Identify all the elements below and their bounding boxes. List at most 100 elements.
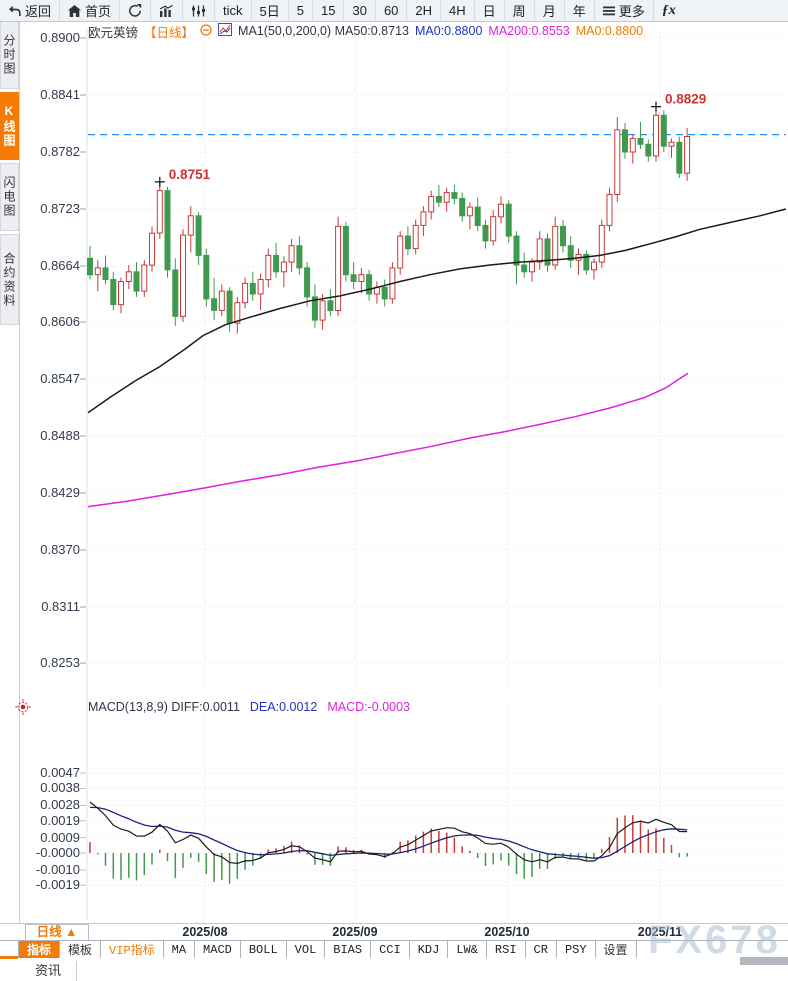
price-axis-label: 0.8488 — [40, 428, 80, 444]
mini-chart-icon[interactable] — [218, 23, 233, 39]
news-bar: 资讯 — [0, 956, 788, 981]
macd-axis-label: -0.0000 — [35, 845, 80, 860]
ma200-label: MA200:0.8553 — [488, 24, 570, 38]
tab-vol[interactable]: VOL — [287, 941, 326, 958]
tab-ma[interactable]: MA — [164, 941, 196, 958]
toolbar-period-5-label: 5 — [296, 3, 304, 18]
tab-kdj[interactable]: KDJ — [410, 941, 449, 958]
toolbar-more-label: 更多 — [618, 4, 645, 19]
ma0-orange-label: MA0:0.8800 — [575, 24, 644, 38]
tabs-top-divider — [0, 940, 788, 941]
toolbar-chart-type-button[interactable] — [151, 0, 184, 21]
date-label: 2025/10 — [484, 925, 530, 939]
price-axis-label: 0.8311 — [41, 599, 80, 615]
news-tab[interactable]: 资讯 — [20, 961, 77, 981]
tab-cr[interactable]: CR — [526, 941, 557, 958]
symbol-title: 欧元英镑 — [88, 25, 139, 40]
period-selector[interactable]: 日线 ▲ — [25, 924, 89, 941]
toolbar-home-label: 首页 — [85, 4, 112, 19]
toolbar-period-day-label: 日 — [482, 4, 496, 19]
tab-cci[interactable]: CCI — [371, 941, 410, 958]
toolbar-indicator-settings-button[interactable] — [183, 0, 216, 21]
sidebar-item-time-share[interactable]: 分时图 — [0, 21, 19, 89]
horizontal-scrollbar-thumb[interactable] — [740, 957, 788, 965]
toolbar-period-year-label: 年 — [572, 4, 586, 19]
svg-text:0.8751: 0.8751 — [169, 167, 211, 182]
toolbar-fx-button[interactable]: ƒx — [654, 0, 684, 21]
tab-[interactable]: 模板 — [60, 941, 102, 958]
price-axis-label: 0.8900 — [40, 30, 80, 45]
toolbar-period-2h-button[interactable]: 2H — [407, 0, 442, 21]
toolbar-back-label: 返回 — [25, 4, 52, 19]
macd-dea-label: DEA:0.0012 — [249, 699, 318, 714]
toolbar-more-button[interactable]: 更多 — [595, 0, 654, 21]
ma-settings-label: MA1(50,0,200,0) MA50:0.8713 — [238, 24, 409, 38]
date-row-divider — [0, 923, 788, 924]
remove-overlay-icon[interactable] — [200, 23, 212, 39]
tab-bias[interactable]: BIAS — [325, 941, 372, 958]
toolbar-period-week-button[interactable]: 周 — [505, 0, 535, 21]
tab-boll[interactable]: BOLL — [241, 941, 287, 958]
sidebar-divider — [19, 21, 20, 940]
sidebar-item-kline[interactable]: K线图 — [0, 92, 19, 160]
macd-axis-label: -0.0010 — [35, 862, 80, 877]
sidebar-item-contract[interactable]: 合约资料 — [0, 234, 19, 325]
macd-axis-label: 0.0028 — [40, 797, 80, 813]
ma0-blue-label: MA0:0.8800 — [414, 24, 483, 38]
toolbar-back-button[interactable]: 返回 — [0, 0, 61, 21]
toolbar-period-30-label: 30 — [352, 3, 367, 18]
toolbar-home-button[interactable]: 首页 — [60, 0, 121, 21]
sidebar: 分时图 K线图闪电图合约资料 — [0, 21, 19, 325]
tab-rsi[interactable]: RSI — [487, 941, 526, 958]
toolbar-refresh-button[interactable] — [120, 0, 152, 21]
toolbar-period-5d-button[interactable]: 5日 — [252, 0, 289, 21]
back-arrow-icon — [8, 5, 21, 17]
tab-macd[interactable]: MACD — [195, 941, 241, 958]
price-axis-label: 0.8370 — [40, 542, 80, 558]
tab-vip[interactable]: VIP指标 — [101, 941, 164, 958]
tab-psy[interactable]: PSY — [557, 941, 596, 958]
macd-axis-label: 0.0019 — [40, 812, 80, 828]
toolbar-period-15-label: 15 — [321, 3, 336, 18]
toolbar-period-5-button[interactable]: 5 — [289, 0, 313, 21]
macd-diff-label: MACD(13,8,9) DIFF:0.0011 — [88, 699, 240, 714]
tab-[interactable]: 设置 — [596, 941, 637, 958]
macd-axis-label: 0.0009 — [40, 829, 80, 845]
period-tag: 【日线】 — [144, 25, 195, 40]
indicator-settings-icon[interactable] — [15, 699, 31, 720]
indicator-tabs: 指标 模板 VIP指标 MA MACD BOLL VOL BIAS CCI KDJ LW& RSI CR… — [18, 941, 637, 958]
home-icon — [68, 4, 82, 17]
date-label: 2025/08 — [182, 925, 228, 939]
macd-value-label: MACD:-0.0003 — [327, 699, 411, 714]
price-axis-label: 0.8723 — [40, 200, 80, 216]
toolbar-period-15-button[interactable]: 15 — [313, 0, 345, 21]
refresh-icon — [128, 4, 142, 17]
tab-[interactable]: 指标 — [19, 941, 61, 958]
macd-axis-label: -0.0019 — [35, 877, 80, 893]
date-label: 2025/09 — [332, 925, 378, 939]
tab-lw[interactable]: LW& — [448, 941, 487, 958]
date-label: 2025/11 — [637, 925, 683, 939]
price-axis-label: 0.8429 — [40, 485, 80, 501]
toolbar-period-4h-button[interactable]: 4H — [441, 0, 475, 21]
toolbar-period-day-button[interactable]: 日 — [475, 0, 505, 21]
toolbar-period-60-button[interactable]: 60 — [376, 0, 408, 21]
toolbar-period-30-button[interactable]: 30 — [344, 0, 376, 21]
toolbar-period-5d-label: 5日 — [259, 4, 280, 19]
price-axis-label: 0.8664 — [40, 257, 80, 273]
hamburger-icon — [602, 6, 615, 16]
toolbar-period-60-label: 60 — [383, 3, 399, 18]
price-axis-label: 0.8841 — [40, 86, 80, 102]
toolbar: 返回 首页 tick 5日 5 15 30 60 2H 4H 日 周 月 年 更多 ƒx — [0, 0, 788, 22]
sidebar-item-lightning[interactable]: 闪电图 — [0, 163, 19, 231]
toolbar-period-year-button[interactable]: 年 — [565, 0, 595, 21]
price-axis-label: 0.8782 — [40, 143, 80, 159]
price-axis-label: 0.8253 — [40, 655, 80, 671]
toolbar-fx-label: ƒx — [661, 2, 676, 18]
news-accent-bar — [0, 956, 18, 959]
toolbar-period-month-button[interactable]: 月 — [535, 0, 565, 21]
toolbar-tick-button[interactable]: tick — [215, 0, 252, 21]
price-axis-label: 0.8606 — [40, 314, 80, 330]
